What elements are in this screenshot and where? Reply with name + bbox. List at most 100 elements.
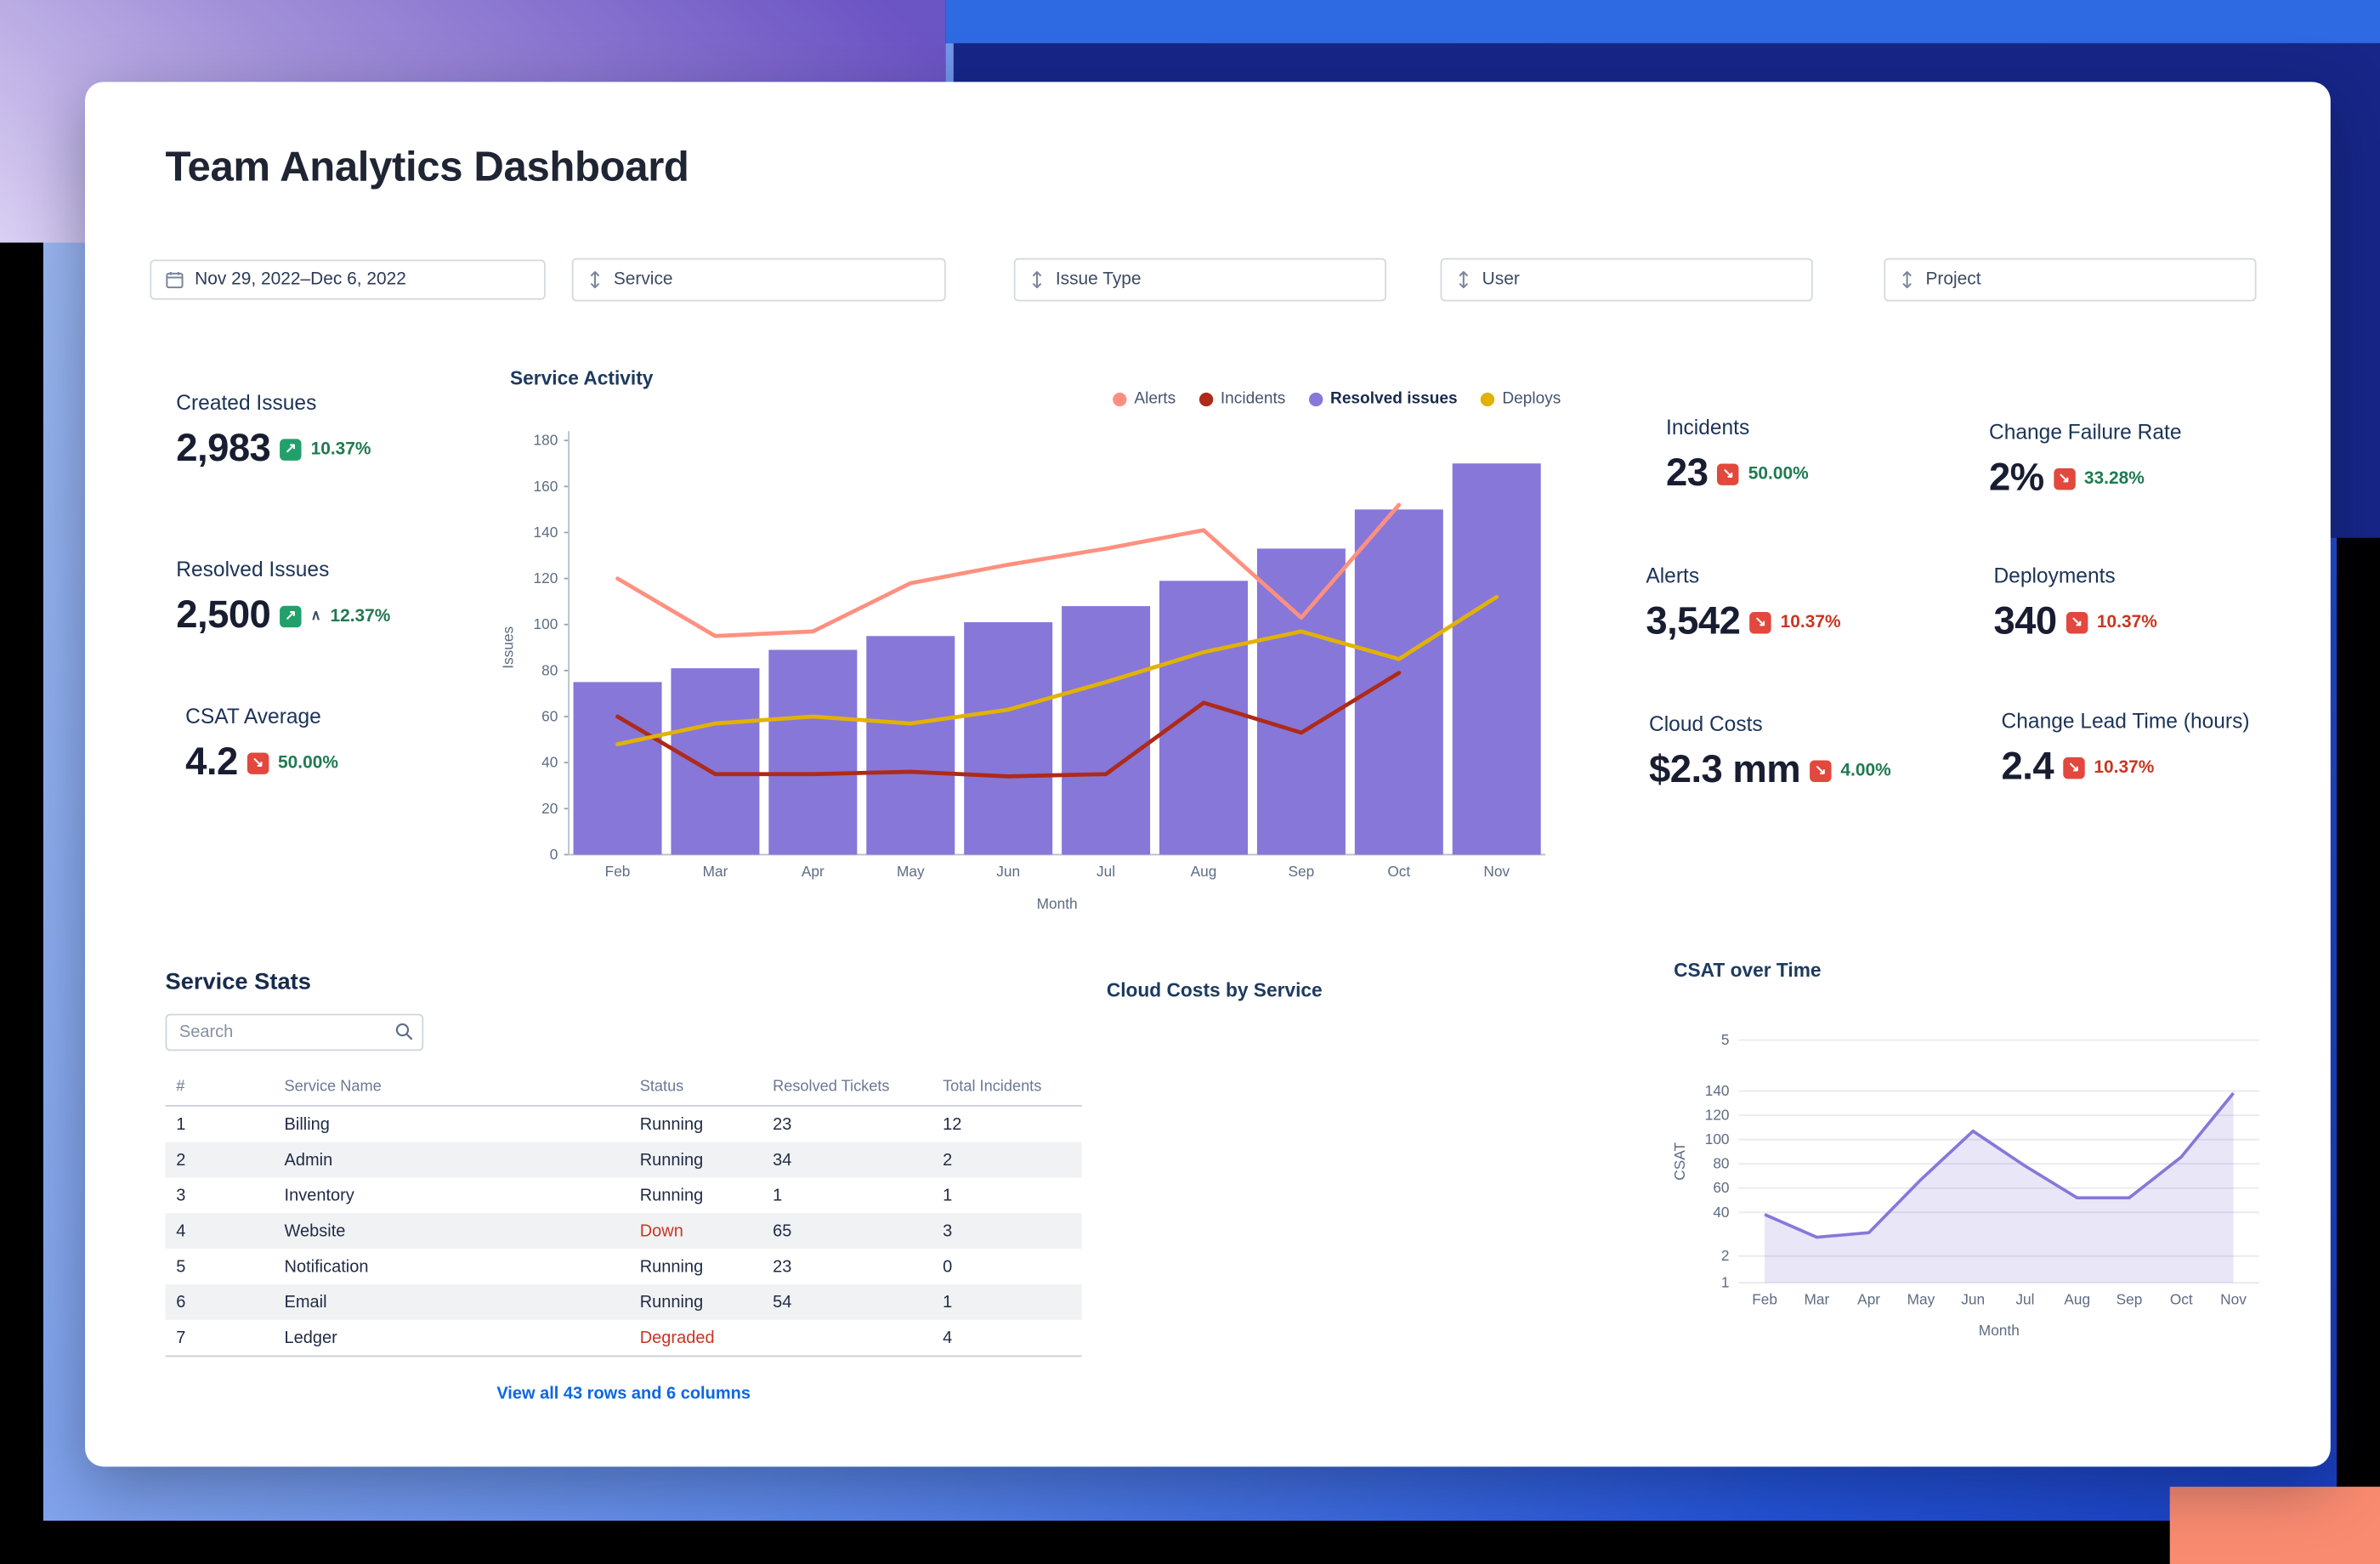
table-cell: Running — [639, 1114, 704, 1134]
kpi-value-row: 23 ↘ 50.00% — [1666, 451, 1809, 496]
legend-item: Deploys — [1480, 389, 1561, 408]
column-header: Total Incidents — [943, 1079, 1042, 1096]
filter-label: Project — [1925, 270, 1981, 289]
svg-text:120: 120 — [1705, 1107, 1730, 1124]
kpi-label: Resolved Issues — [176, 558, 330, 581]
kpi-delta: 12.37% — [330, 606, 391, 626]
kpi-value-row: 2.4 ↘ 10.37% — [2002, 745, 2250, 790]
kpi-label: Alerts — [1646, 564, 1700, 587]
kpi-label: CSAT Average — [185, 705, 321, 728]
column-header: # — [176, 1079, 185, 1096]
trend-down-icon: ↘ — [2063, 756, 2085, 779]
filter-service[interactable]: Service — [571, 258, 946, 302]
kpi-deployments: Deployments 340 ↘ 10.37% — [1993, 564, 2156, 645]
svg-text:Oct: Oct — [2170, 1291, 2193, 1308]
table-cell: 6 — [176, 1292, 186, 1312]
filter-icon — [1032, 270, 1041, 289]
table-cell: 1 — [943, 1292, 953, 1312]
bar — [1062, 606, 1151, 855]
svg-text:5: 5 — [1721, 1031, 1730, 1048]
table-cell: 1 — [943, 1186, 953, 1205]
svg-text:Oct: Oct — [1387, 863, 1410, 880]
svg-text:Mar: Mar — [1804, 1291, 1829, 1308]
svg-text:0: 0 — [550, 846, 558, 863]
dashboard-card: Team Analytics Dashboard Nov 29, 2022–De… — [84, 82, 2331, 1467]
kpi-value-row: 2,983 ↗ 10.37% — [176, 427, 371, 472]
bar — [671, 668, 760, 855]
legend-label: Resolved issues — [1330, 389, 1458, 408]
kpi-delta: 4.00% — [1840, 761, 1891, 780]
trend-down-icon: ↘ — [1749, 611, 1771, 633]
kpi-value-row: 2,500 ↗ ∧ 12.37% — [176, 593, 390, 638]
legend-dot-icon — [1480, 391, 1495, 406]
svg-text:Month: Month — [1037, 895, 1078, 912]
legend-label: Incidents — [1220, 389, 1286, 408]
chart-legend: Alerts Incidents Resolved issues Deploys — [989, 389, 1561, 408]
column-header: Service Name — [284, 1079, 382, 1096]
table-cell: 4 — [176, 1221, 186, 1241]
kpi-value: 2% — [1988, 456, 2044, 500]
svg-text:Apr: Apr — [802, 863, 824, 880]
svg-text:Nov: Nov — [1483, 863, 1510, 880]
svg-text:60: 60 — [1713, 1179, 1729, 1196]
kpi-label: Change Failure Rate — [1988, 420, 2182, 444]
svg-text:60: 60 — [541, 707, 558, 724]
svg-text:Mar: Mar — [703, 863, 728, 880]
trend-down-icon: ↘ — [246, 751, 269, 774]
trend-down-icon: ↘ — [1810, 759, 1832, 782]
cloud-costs-title: Cloud Costs by Service — [1106, 979, 1323, 1002]
table-cell: 7 — [176, 1328, 186, 1347]
table-cell: Notification — [284, 1257, 369, 1276]
table-cell: Running — [639, 1257, 704, 1276]
trend-down-icon: ↘ — [2053, 467, 2075, 490]
table-cell: 5 — [176, 1257, 186, 1276]
filter-label: User — [1482, 270, 1520, 289]
kpi-delta: 10.37% — [2096, 612, 2157, 632]
view-all-link[interactable]: View all 43 rows and 6 columns — [496, 1385, 751, 1403]
table-header-row: # Service Name Status Resolved Tickets Total… — [165, 1069, 1082, 1107]
kpi-value: 3,542 — [1646, 599, 1741, 643]
table-row: 6 Email Running 54 1 — [165, 1284, 1082, 1320]
table-cell: 3 — [943, 1221, 953, 1241]
table-row: 2 Admin Running 34 2 — [165, 1142, 1082, 1178]
svg-text:CSAT: CSAT — [1671, 1142, 1688, 1181]
svg-text:Apr: Apr — [1857, 1291, 1880, 1308]
filter-user[interactable]: User — [1440, 258, 1813, 302]
filter-issue-type[interactable]: Issue Type — [1013, 258, 1386, 302]
table-cell: 34 — [773, 1150, 792, 1170]
kpi-label: Deployments — [1993, 564, 2116, 587]
legend-item: Alerts — [1112, 389, 1176, 408]
svg-text:Aug: Aug — [1191, 863, 1217, 880]
svg-text:140: 140 — [534, 524, 558, 541]
kpi-delta: 10.37% — [2094, 757, 2155, 777]
kpi-value: 2,983 — [176, 426, 271, 470]
filter-project[interactable]: Project — [1884, 258, 2257, 302]
table-cell: Running — [639, 1150, 704, 1170]
table-cell: 12 — [943, 1114, 962, 1134]
search-input[interactable] — [165, 1013, 424, 1051]
trend-up-icon: ↗ — [280, 604, 302, 627]
search-icon — [395, 1023, 413, 1040]
kpi-value: 4.2 — [185, 740, 238, 784]
line-incidents — [615, 671, 1402, 779]
table-cell: Website — [284, 1221, 346, 1241]
table-cell: Billing — [284, 1114, 330, 1134]
legend-dot-icon — [1308, 391, 1323, 406]
trend-down-icon: ↘ — [1717, 462, 1739, 484]
table-cell: Degraded — [639, 1328, 715, 1347]
table-row: 7 Ledger Degraded 4 — [166, 1320, 1082, 1356]
table-cell: Down — [639, 1221, 683, 1241]
date-range-filter[interactable]: Nov 29, 2022–Dec 6, 2022 — [150, 259, 546, 300]
kpi-value: 2.4 — [2001, 745, 2054, 789]
table-cell: 4 — [943, 1328, 953, 1347]
legend-item: Resolved issues — [1308, 389, 1458, 408]
bar — [1159, 581, 1248, 855]
kpi-value: 23 — [1665, 450, 1708, 495]
svg-text:Feb: Feb — [605, 863, 631, 880]
calendar-icon — [166, 271, 184, 289]
kpi-cloud-costs: Cloud Costs $2.3 mm ↘ 4.00% — [1649, 712, 1891, 793]
svg-text:May: May — [897, 863, 925, 880]
legend-label: Alerts — [1134, 389, 1176, 408]
svg-text:40: 40 — [1713, 1204, 1729, 1221]
svg-text:May: May — [1907, 1291, 1935, 1308]
